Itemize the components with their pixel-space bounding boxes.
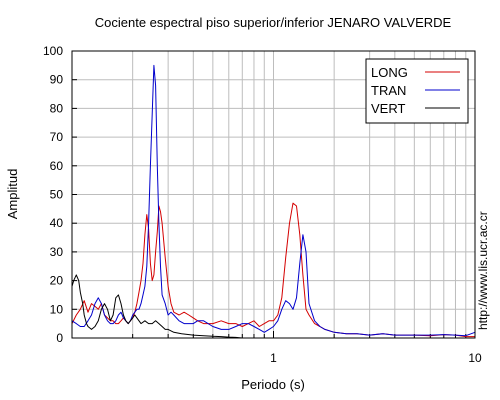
series-lines <box>71 64 476 339</box>
legend-label-long: LONG <box>371 65 408 80</box>
plot-frame <box>71 50 476 339</box>
y-tick-label: 90 <box>50 73 64 87</box>
y-tick-label: 20 <box>50 274 64 288</box>
y-tick-label: 40 <box>50 216 64 230</box>
x-tick-label: 10 <box>468 351 482 365</box>
series-line-vert <box>71 274 243 339</box>
legend-box <box>365 58 469 124</box>
chart-title: Cociente espectral piso superior/inferio… <box>95 15 452 30</box>
y-tick-label: 80 <box>50 101 64 115</box>
y-tick-label: 100 <box>43 44 63 58</box>
x-tick-label: 1 <box>270 351 277 365</box>
series-line-tran <box>71 64 476 337</box>
legend-label-vert: VERT <box>371 101 405 116</box>
series-line-long <box>71 202 475 338</box>
y-tick-label: 30 <box>50 245 64 259</box>
x-axis-label: Periodo (s) <box>241 377 305 392</box>
side-url-text: http://www.lis.ucr.ac.cr <box>476 211 490 330</box>
y-axis-label: Amplitud <box>5 169 20 220</box>
y-tick-label: 60 <box>50 159 64 173</box>
y-tick-label: 50 <box>50 188 64 202</box>
y-tick-label: 10 <box>50 302 64 316</box>
legend: LONG TRAN VERT <box>365 58 469 124</box>
y-tick-label: 0 <box>56 331 63 345</box>
grid <box>71 50 475 339</box>
legend-label-tran: TRAN <box>371 83 406 98</box>
y-tick-label: 70 <box>50 130 64 144</box>
